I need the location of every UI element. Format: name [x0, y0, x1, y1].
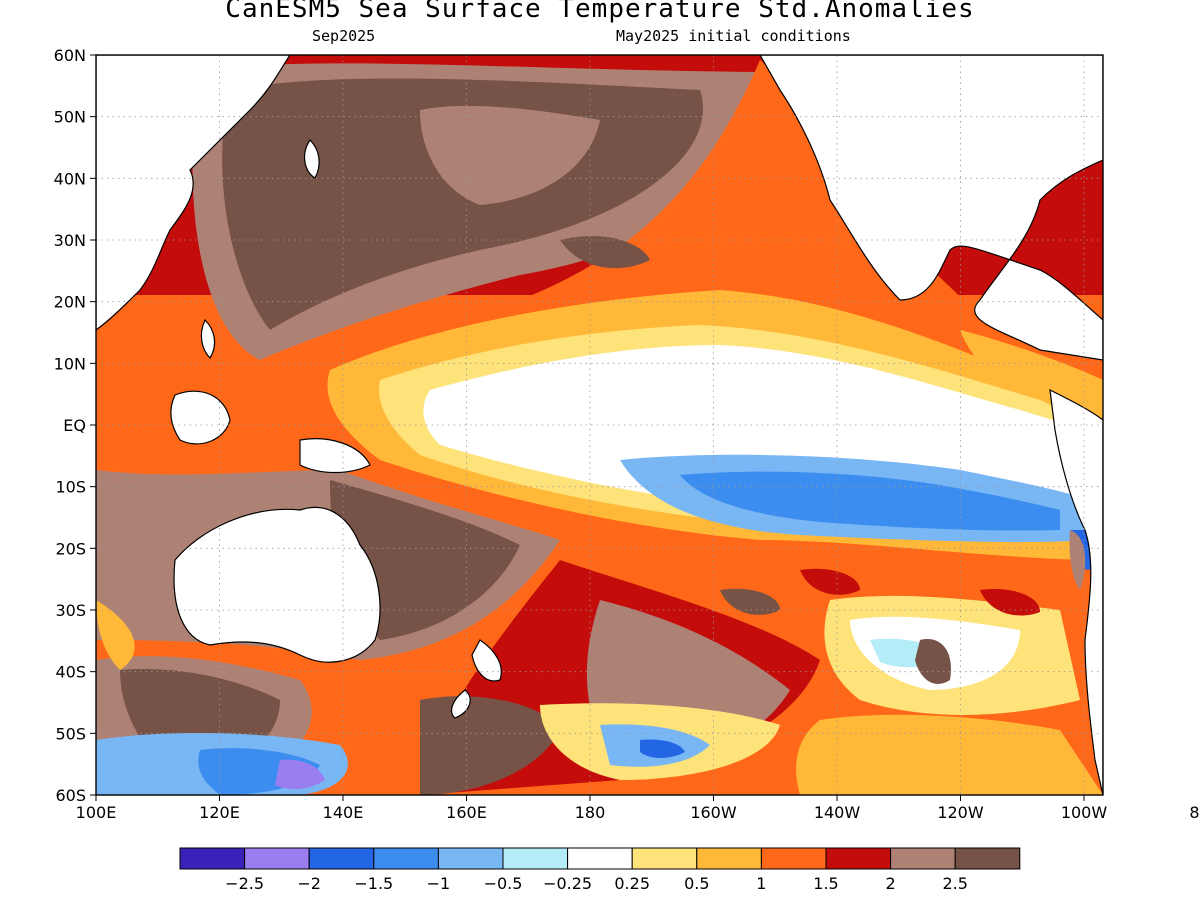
lon-tick-label: 120E: [199, 803, 240, 822]
lat-tick-label: 50S: [55, 724, 86, 743]
japan-land: [303, 139, 320, 179]
lon-tick-label: 140E: [323, 803, 364, 822]
colorbar-swatch: [179, 847, 246, 870]
colorbar-swatch: [567, 847, 633, 870]
lon-tick-label: 100W: [1061, 803, 1108, 822]
lon-tick-label: 80W: [1189, 803, 1200, 822]
lon-tick-label: 160E: [446, 803, 487, 822]
colorbar-label: 1: [756, 874, 766, 893]
asia-land: [96, 55, 291, 331]
colorbar: −2.5 −2 −1.5 −1 −0.5 −0.25 0.25 0.5 1 1.5 2 2.5: [179, 847, 1021, 893]
colorbar-label: 1.5: [813, 874, 838, 893]
colorbar-label: −1: [427, 874, 451, 893]
colorbar-swatch: [373, 847, 439, 870]
colorbar-label: 0.25: [614, 874, 650, 893]
lat-tick-label: 30S: [55, 601, 86, 620]
colorbar-label: −0.25: [543, 874, 592, 893]
lon-tick-label: 100E: [76, 803, 117, 822]
figure-title: CanESM5 Sea Surface Temperature Std.Anom…: [225, 0, 975, 24]
colorbar-label: −0.5: [484, 874, 523, 893]
land-masses: [96, 55, 1103, 795]
lat-tick-label: 60S: [55, 786, 86, 805]
south-america-land: [1049, 388, 1103, 795]
colorbar-swatch: [437, 847, 504, 870]
lon-tick-label: 120W: [937, 803, 984, 822]
borneo-land: [170, 390, 231, 445]
forecast-month: Sep2025: [312, 27, 376, 45]
lat-tick-label: 10N: [54, 354, 86, 373]
latitude-axis: 60N 50N 40N 30N 20N 10N EQ 10S 20S 30S 40S 50S 60S: [54, 46, 96, 805]
lon-tick-label: 160W: [690, 803, 737, 822]
colorbar-swatch: [954, 847, 1021, 870]
colorbar-swatch: [890, 847, 956, 870]
lat-tick-label: 10S: [55, 478, 86, 497]
gridlines: [96, 55, 1103, 795]
north-america-land: [759, 55, 1103, 361]
colorbar-label: 2: [886, 874, 896, 893]
colorbar-swatch: [825, 847, 892, 870]
colorbar-label: −1.5: [354, 874, 393, 893]
colorbar-swatch: [631, 847, 698, 870]
colorbar-label: −2: [297, 874, 321, 893]
colorbar-swatch: [244, 847, 310, 870]
new-zealand-land: [471, 639, 502, 682]
lat-tick-label: 20S: [55, 539, 86, 558]
colorbar-swatch: [696, 847, 762, 870]
lat-tick-label: 40N: [54, 169, 86, 188]
lat-tick-label: 30N: [54, 231, 86, 250]
philippines-land: [200, 318, 216, 359]
new-zealand-south-land: [451, 689, 471, 719]
colorbar-label: −2.5: [225, 874, 264, 893]
colorbar-swatch: [308, 847, 375, 870]
lat-tick-label: 60N: [54, 46, 86, 65]
lat-tick-label: 20N: [54, 293, 86, 312]
lat-tick-label: 50N: [54, 108, 86, 127]
colorbar-label: 0.5: [684, 874, 709, 893]
longitude-axis: 100E 120E 140E 160E 180 160W 140W 120W 100W 80W: [76, 795, 1200, 822]
lat-tick-label: EQ: [63, 416, 86, 435]
australia-land: [173, 506, 381, 663]
lat-tick-label: 40S: [55, 663, 86, 682]
colorbar-swatch: [502, 847, 569, 870]
lon-tick-label: 180: [575, 803, 606, 822]
lon-tick-label: 140W: [814, 803, 861, 822]
colorbar-swatch: [760, 847, 827, 870]
anomaly-field: [96, 55, 1103, 795]
new-guinea-land: [299, 438, 371, 474]
initial-conditions: May2025 initial conditions: [616, 27, 851, 45]
colorbar-label: 2.5: [942, 874, 967, 893]
